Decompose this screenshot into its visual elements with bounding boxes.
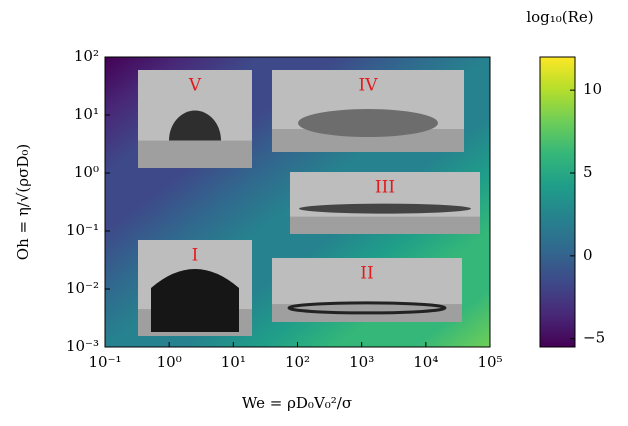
y-axis-label: Oh = η/√(ρσD₀) [14, 144, 32, 260]
inset-photo: IV [272, 70, 464, 152]
colorbar [540, 57, 575, 347]
colorbar-tick-label: 10 [583, 80, 602, 98]
y-tick-label: 10² [74, 47, 99, 65]
photo-shade [138, 141, 252, 168]
y-tick-label: 10⁰ [74, 163, 99, 181]
inset-label: I [192, 246, 199, 266]
inset-photo: II [272, 258, 462, 322]
x-tick-label: 10⁰ [157, 353, 182, 371]
inset-label: IV [359, 76, 379, 96]
x-tick-label: 10³ [349, 353, 374, 371]
x-tick-label: 10⁵ [477, 353, 502, 371]
droplet [299, 204, 471, 214]
x-axis-label: We = ρD₀V₀²/σ [242, 394, 352, 412]
y-tick-label: 10⁻² [66, 279, 99, 297]
inset-label: V [188, 76, 202, 96]
inset-photo: V [138, 70, 252, 168]
inset-label: II [360, 264, 373, 284]
colorbar-tick-label: 0 [583, 246, 593, 264]
inset-label: III [375, 178, 395, 198]
x-tick-label: 10⁴ [413, 353, 438, 371]
y-tick-label: 10⁻¹ [66, 221, 99, 239]
y-tick-label: 10⁻³ [66, 337, 99, 355]
x-tick-label: 10⁻¹ [88, 353, 121, 371]
inset-photo: III [290, 172, 480, 234]
colorbar-label: log₁₀(Re) [526, 8, 593, 26]
colorbar-tick-label: 5 [583, 163, 593, 181]
x-tick-label: 10² [285, 353, 310, 371]
droplet [151, 269, 239, 332]
y-tick-label: 10¹ [74, 105, 99, 123]
chart: We = ρD₀V₀²/σ Oh = η/√(ρσD₀) log₁₀(Re) V… [0, 0, 628, 422]
droplet [298, 109, 438, 137]
inset-photo: I [138, 240, 252, 336]
colorbar-tick-label: −5 [583, 329, 605, 347]
x-tick-label: 10¹ [221, 353, 246, 371]
photo-shade [290, 217, 480, 234]
